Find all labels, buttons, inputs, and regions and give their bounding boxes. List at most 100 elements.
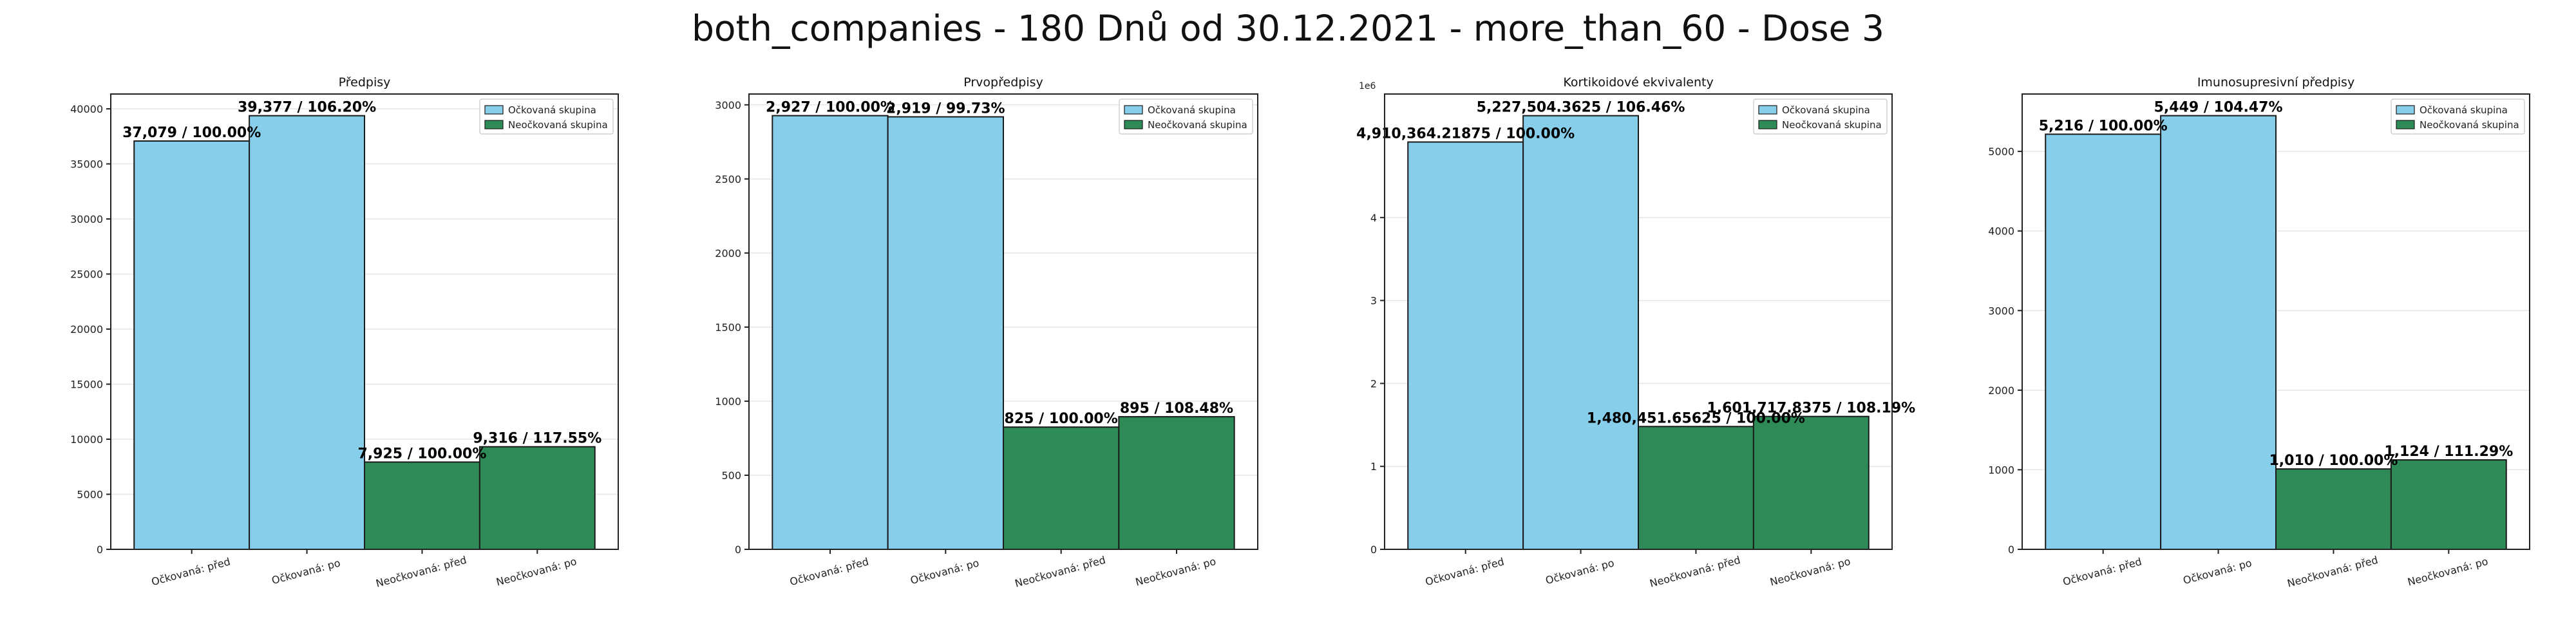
y-tick-label: 25000 [70,269,103,281]
x-tick-label: Neočkovaná: před [1014,554,1107,590]
legend-box [1119,99,1253,135]
data-label: 5,449 / 104.47% [2154,100,2283,116]
legend-swatch-unvaccinated [484,120,504,129]
bar-3 [2275,468,2392,550]
y-tick-label: 4 [1370,212,1377,224]
legend-swatch-vaccinated [484,105,504,115]
y-tick-label: 0 [97,544,103,556]
bar-3 [1003,426,1120,550]
subplot-title: Předpisy [339,75,391,90]
legend-label-vaccinated: Očkovaná skupina [508,104,596,116]
legend-swatch-vaccinated [2396,105,2415,115]
legend-label-unvaccinated: Neočkovaná skupina [1782,119,1882,131]
y-tick-label: 2000 [1988,384,2014,397]
y-tick-label: 5000 [77,489,103,501]
y-tick-label: 30000 [70,213,103,225]
data-label: 7,925 / 100.00% [357,446,486,462]
x-tick-label: Neočkovaná: po [495,555,578,589]
data-label: 2,919 / 99.73% [886,100,1005,117]
legend-swatch-unvaccinated [1124,120,1143,129]
legend-box [479,99,614,135]
y-tick-label: 2000 [715,247,741,260]
y-tick-label: 0 [1370,544,1377,556]
y-tick-label: 35000 [70,158,103,171]
y-tick-label: 3 [1370,295,1377,307]
bar-2 [1522,115,1640,550]
data-label: 1,010 / 100.00% [2269,453,2398,469]
subplot-title: Kortikoidové ekvivalenty [1563,75,1713,90]
x-tick-label: Očkovaná: před [788,555,870,588]
y-tick-label: 0 [735,544,741,556]
bar-1 [1407,141,1524,550]
x-tick-label: Očkovaná: po [1544,556,1616,587]
y-offset-label: 1e6 [1359,81,1376,91]
y-tick-label: 40000 [70,103,103,115]
y-tick-label: 1000 [715,395,741,408]
bar-4 [1118,416,1235,551]
legend-swatch-unvaccinated [1758,120,1777,129]
y-tick-label: 10000 [70,433,103,446]
data-label: 4,910,364.21875 / 100.00% [1356,126,1575,142]
data-label: 2,927 / 100.00% [766,100,895,116]
legend-swatch-vaccinated [1124,105,1143,115]
y-tick-label: 2 [1370,377,1377,390]
y-tick-label: 4000 [1988,225,2014,238]
y-tick-label: 3000 [1988,305,2014,317]
y-tick-label: 1 [1370,460,1377,473]
bar-4 [1752,415,1870,550]
data-label: 895 / 108.48% [1120,401,1233,417]
y-tick-label: 20000 [70,323,103,336]
x-tick-label: Očkovaná: po [270,556,342,587]
data-label: 39,377 / 106.20% [238,100,376,116]
legend-label-vaccinated: Očkovaná skupina [1148,104,1236,116]
legend-box [2391,99,2525,135]
legend: Očkovaná skupina Neočkovaná skupina [1119,99,1253,135]
legend-label-unvaccinated: Neočkovaná skupina [1148,119,1247,131]
subplot-title: Imunosupresivní předpisy [2197,75,2354,90]
x-tick-label: Očkovaná: před [150,555,232,588]
bar-1 [133,140,251,550]
y-tick-label: 2500 [715,173,741,185]
bar-3 [364,461,480,550]
data-label: 9,316 / 117.55% [473,431,601,447]
bar-2 [249,115,365,550]
y-tick-label: 15000 [70,379,103,391]
legend: Očkovaná skupina Neočkovaná skupina [1753,99,1888,135]
x-tick-label: Očkovaná: po [2182,556,2253,587]
legend: Očkovaná skupina Neočkovaná skupina [479,99,614,135]
subplot-title: Prvopředpisy [963,75,1043,90]
subplot-2: 2,927 / 100.00%2,919 / 99.73% 825 / 100.0… [715,75,1258,590]
legend-label-unvaccinated: Neočkovaná skupina [2420,119,2519,131]
x-tick-label: Neočkovaná: po [1134,555,1217,589]
x-tick-label: Neočkovaná: před [1649,554,1742,590]
legend-box [1753,99,1888,135]
bar-4 [478,446,596,550]
plot-frame [1384,93,1893,550]
subplot-1: 37,079 / 100.00% 39,377 / 106.20% 7,925 / … [70,75,619,590]
data-label: 5,227,504.3625 / 106.46% [1477,100,1685,116]
legend-swatch-vaccinated [1758,105,1777,115]
x-tick-label: Očkovaná: před [1424,555,1506,588]
bar-2 [2160,115,2277,550]
plot-frame [748,93,1258,550]
bar-3 [1638,426,1754,551]
y-tick-label: 5000 [1988,146,2014,158]
x-tick-label: Neočkovaná: po [2406,555,2489,589]
data-label: 1,601,717.8375 / 108.19% [1707,401,1915,417]
legend-label-vaccinated: Očkovaná skupina [1782,104,1870,116]
legend-label-vaccinated: Očkovaná skupina [2420,104,2508,116]
data-label: 5,216 / 100.00% [2039,118,2168,134]
y-tick-label: 3000 [715,99,741,111]
x-tick-label: Neočkovaná: před [2286,554,2380,590]
bar-4 [2390,459,2507,550]
y-tick-label: 500 [721,469,741,482]
x-tick-label: Očkovaná: po [909,556,981,587]
legend-swatch-unvaccinated [2396,120,2415,129]
data-label: 825 / 100.00% [1005,411,1118,427]
legend: Očkovaná skupina Neočkovaná skupina [2391,99,2525,135]
figure-title: both_companies - 180 Dnů od 30.12.2021 -… [691,8,1884,49]
data-label: 1,124 / 111.29% [2384,444,2513,460]
bar-1 [772,115,889,551]
